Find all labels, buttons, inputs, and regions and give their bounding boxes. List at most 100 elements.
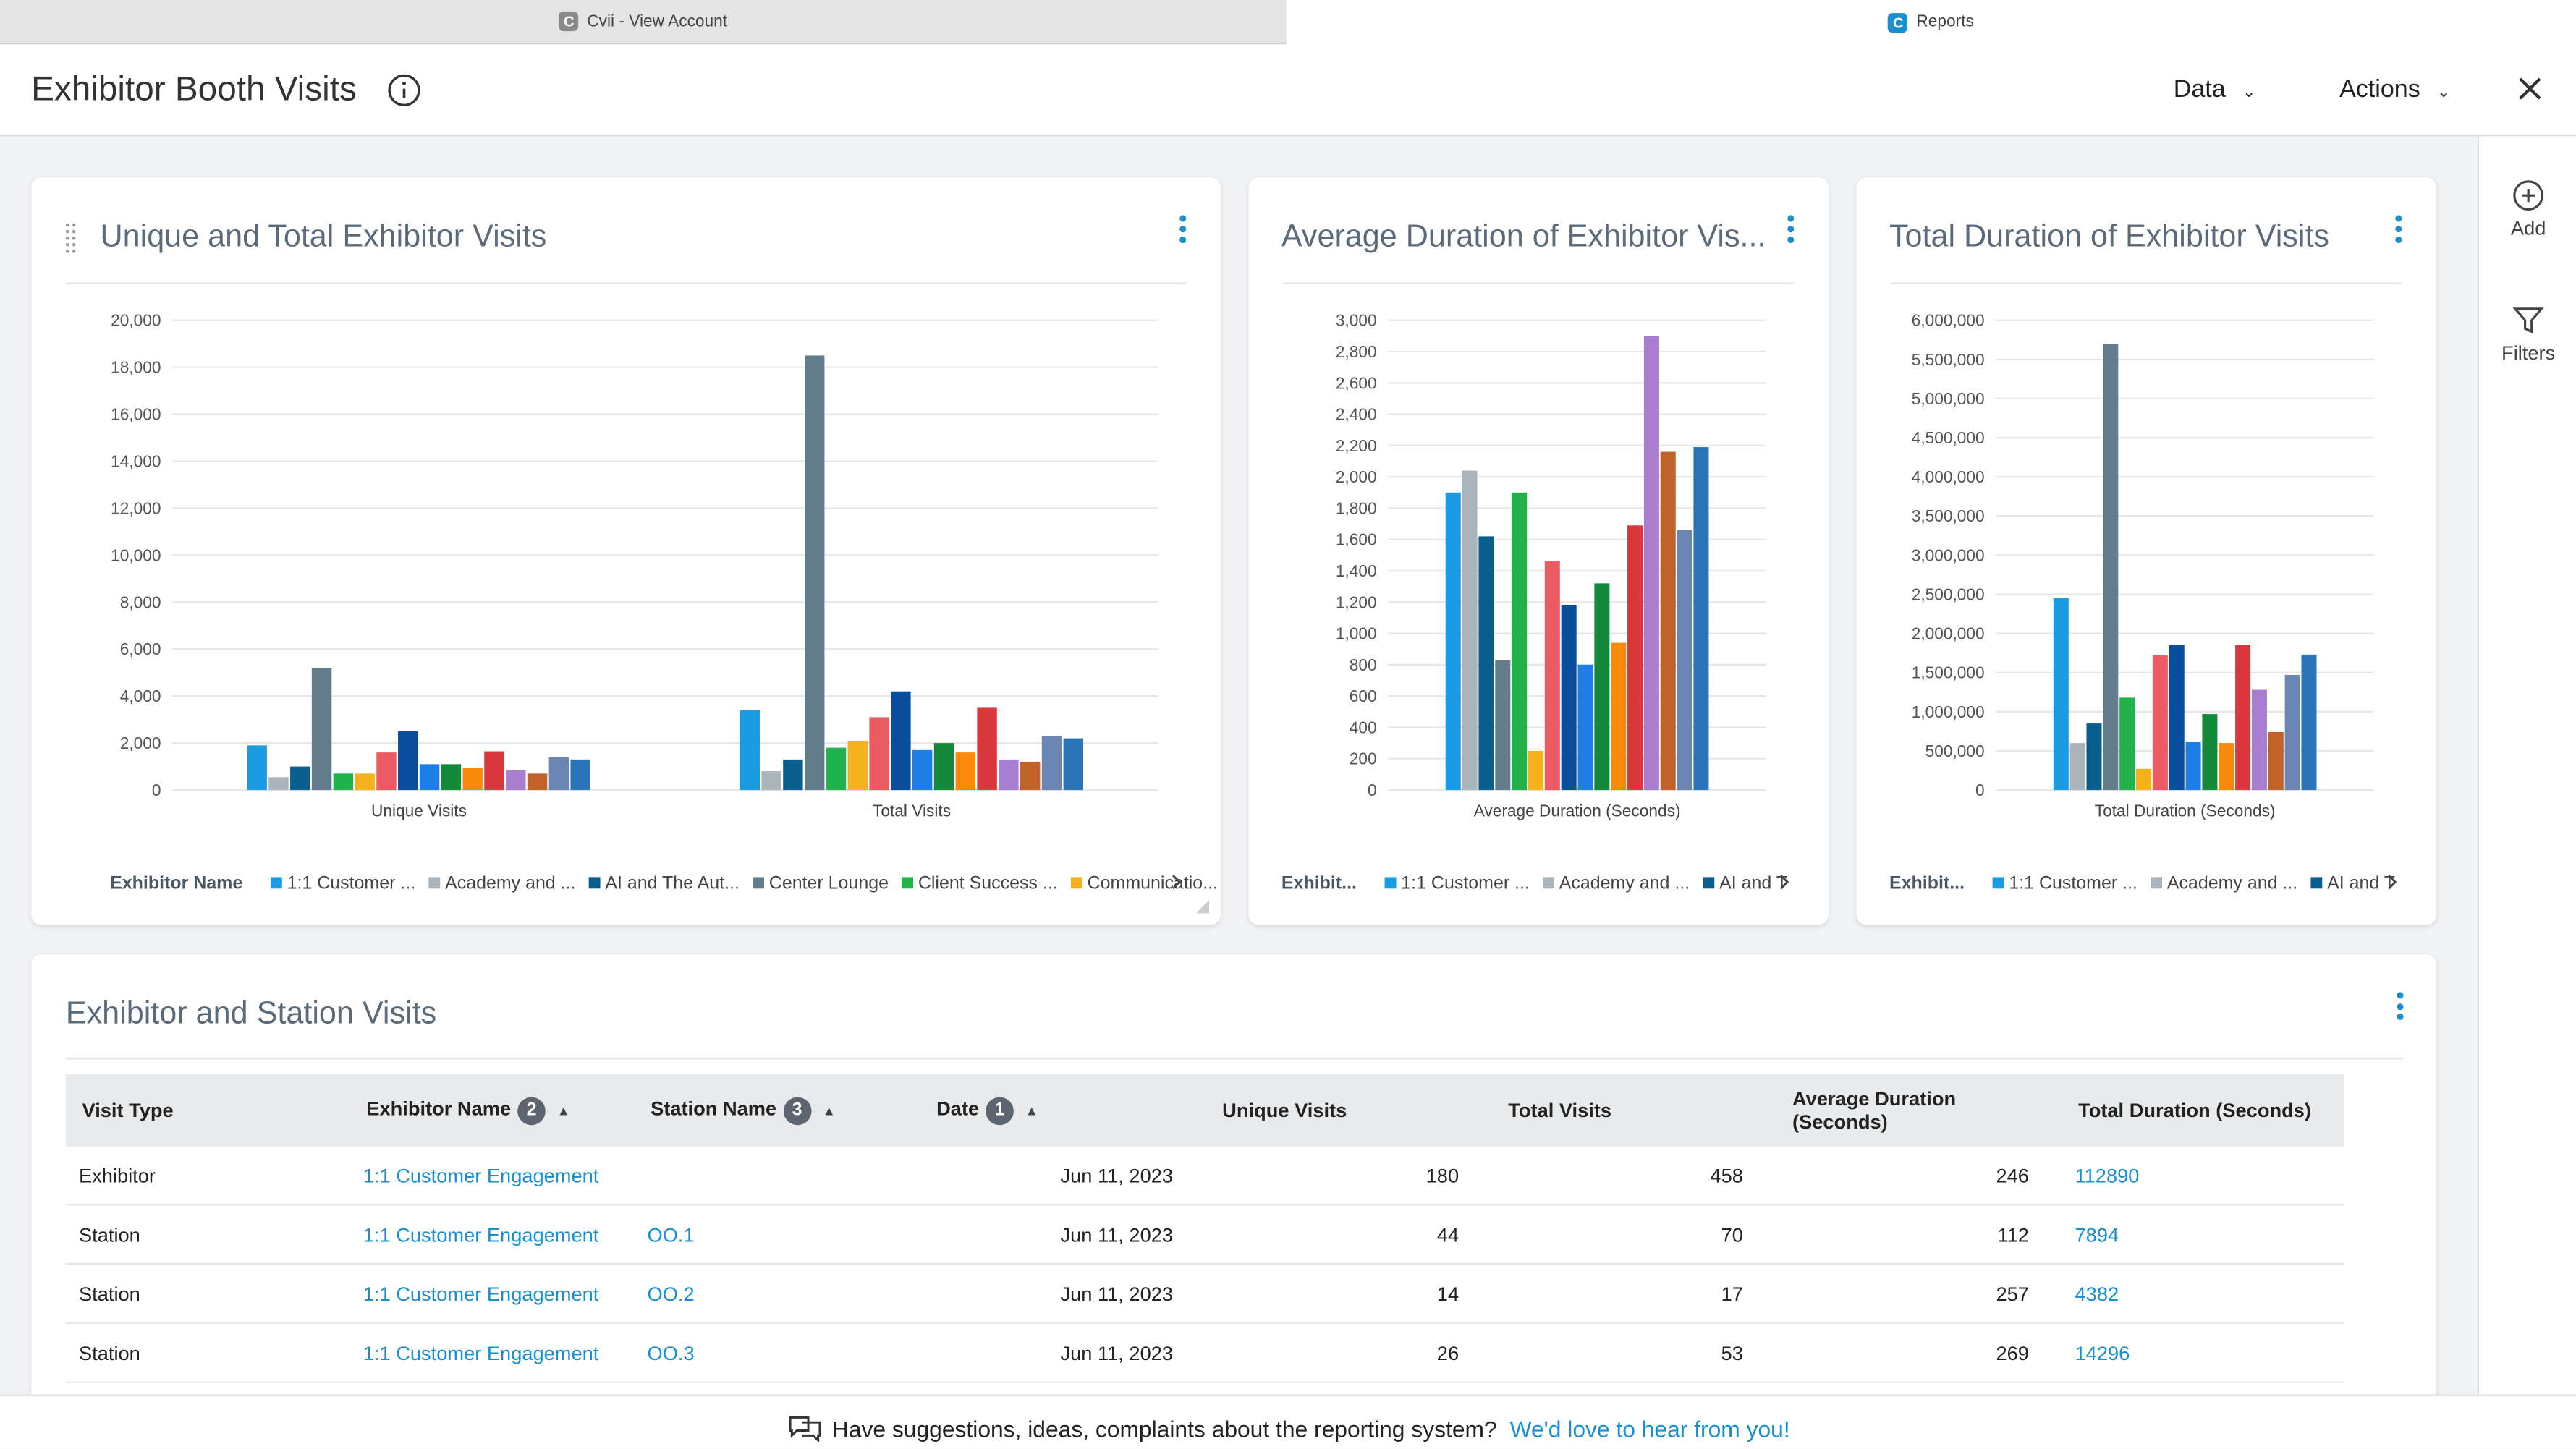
chart-panel: [31, 177, 1221, 925]
legend-swatch: [270, 877, 282, 889]
table-cell: 70: [1491, 1204, 1776, 1265]
kebab-dot: [1787, 226, 1795, 233]
column-header[interactable]: Total Visits: [1491, 1074, 1776, 1147]
resize-handle[interactable]: [1195, 900, 1210, 914]
column-header[interactable]: Average Duration (Seconds): [1776, 1074, 2062, 1147]
table-cell: 112: [1776, 1204, 2062, 1265]
legend-label: 1:1 Customer ...: [1401, 872, 1530, 893]
bar: [462, 768, 483, 791]
y-tick-label: 8,000: [120, 592, 161, 611]
bar: [376, 752, 397, 791]
tab-label: Reports: [1916, 13, 1974, 32]
bar: [570, 759, 590, 791]
kebab-menu[interactable]: [2395, 215, 2402, 244]
bar: [869, 717, 889, 791]
column-header[interactable]: Station Name 3 ▲: [634, 1074, 920, 1147]
table-cell[interactable]: 112890: [2062, 1146, 2344, 1206]
table-cell[interactable]: OO.2: [634, 1264, 920, 1324]
bar: [2136, 768, 2152, 791]
bar: [2152, 655, 2168, 791]
sort-arrow: ▲: [1025, 1102, 1038, 1118]
header-label: Total Visits: [1508, 1098, 1612, 1122]
bar: [891, 691, 911, 791]
legend-swatch: [1703, 877, 1715, 889]
table-cell[interactable]: OO.3: [634, 1322, 920, 1383]
sidebar-label: Filters: [2501, 341, 2556, 365]
add-button[interactable]: Add: [2479, 179, 2576, 239]
y-tick-label: 2,000,000: [1912, 624, 1985, 643]
kebab-dot: [2395, 215, 2402, 222]
bar: [1577, 664, 1593, 791]
bar: [1643, 336, 1659, 791]
bar: [2284, 674, 2300, 791]
y-tick-label: 2,400: [1336, 405, 1377, 424]
tab[interactable]: C Reports: [1286, 0, 2576, 45]
table-cell: 269: [1776, 1322, 2062, 1383]
header-label: Average Duration (Seconds): [1792, 1087, 1957, 1134]
column-header[interactable]: Exhibitor Name 2 ▲: [349, 1074, 635, 1147]
y-tick-label: 3,000,000: [1912, 545, 1985, 564]
chart-title: Unique and Total Exhibitor Visits: [100, 219, 546, 254]
legend-label: Academy and ...: [2167, 872, 2297, 893]
close-button[interactable]: [2517, 75, 2543, 101]
kebab-dot: [1179, 236, 1187, 244]
legend-next[interactable]: [2388, 875, 2397, 890]
table-cell[interactable]: 7894: [2062, 1204, 2344, 1265]
table-cell[interactable]: 1:1 Customer Engagement: [349, 1146, 635, 1206]
kebab-menu[interactable]: [2397, 992, 2404, 1024]
table-cell[interactable]: 4382: [2062, 1264, 2344, 1324]
column-header[interactable]: Date 1 ▲: [920, 1074, 1206, 1147]
bar: [484, 751, 504, 791]
x-tick-label: Total Visits: [873, 801, 951, 820]
filters-button[interactable]: Filters: [2479, 304, 2576, 365]
table-cell: Jun 11, 2023: [920, 1204, 1206, 1265]
kebab-dot: [1179, 215, 1187, 222]
column-header[interactable]: Total Duration (Seconds): [2062, 1074, 2344, 1147]
table-cell[interactable]: 1:1 Customer Engagement: [349, 1264, 635, 1324]
kebab-dot: [2395, 236, 2402, 244]
chart-title: Average Duration of Exhibitor Vis...: [1281, 219, 1766, 254]
bar: [268, 777, 289, 791]
bar: [1660, 451, 1676, 791]
legend-next[interactable]: [1172, 875, 1182, 890]
y-tick-label: 0: [1368, 781, 1377, 799]
bar: [955, 752, 975, 791]
column-header[interactable]: Visit Type: [65, 1074, 350, 1147]
feedback-link[interactable]: We'd love to hear from you!: [1509, 1416, 1790, 1442]
header-label: Unique Visits: [1222, 1098, 1347, 1122]
info-icon[interactable]: [386, 72, 423, 109]
sort-arrow: ▲: [822, 1102, 836, 1118]
x-tick-label: Average Duration (Seconds): [1474, 801, 1681, 820]
legend-next[interactable]: [1780, 875, 1789, 890]
table-cell: 257: [1776, 1264, 2062, 1324]
sort-arrow: ▲: [556, 1102, 570, 1118]
bar: [441, 764, 462, 791]
table-cell[interactable]: 1:1 Customer Engagement: [349, 1322, 635, 1383]
data-menu[interactable]: Data ⌄: [2173, 75, 2256, 104]
y-tick-label: 3,500,000: [1912, 506, 1985, 525]
bar: [761, 771, 781, 791]
table-panel: Exhibitor and Station Visits Visit Type E…: [31, 954, 2437, 1431]
filter-icon: [2512, 307, 2544, 334]
sort-badge: 1: [986, 1096, 1014, 1125]
table-cell[interactable]: OO.1: [634, 1204, 920, 1265]
bar: [527, 773, 548, 791]
legend-swatch: [588, 877, 601, 889]
bar: [548, 757, 569, 791]
table-cell: 14: [1206, 1264, 1492, 1324]
tab[interactable]: C Cvii - View Account: [0, 0, 1287, 45]
actions-menu[interactable]: Actions ⌄: [2339, 75, 2451, 104]
y-tick-label: 20,000: [111, 311, 161, 330]
table-row: Station 1:1 Customer Engagement OO.2 Jun 11…: [65, 1264, 2344, 1324]
kebab-menu[interactable]: [1179, 215, 1187, 244]
bar: [804, 355, 825, 791]
table-cell[interactable]: 14296: [2062, 1322, 2344, 1383]
header-label: Exhibitor Name: [366, 1096, 512, 1120]
legend-swatch: [753, 877, 764, 889]
table-title: Exhibitor and Station Visits: [65, 997, 437, 1032]
table-cell[interactable]: 1:1 Customer Engagement: [349, 1204, 635, 1265]
kebab-menu[interactable]: [1787, 215, 1795, 244]
column-header[interactable]: Unique Visits: [1206, 1074, 1492, 1147]
table-cell[interactable]: [634, 1146, 920, 1206]
bar: [290, 766, 310, 791]
